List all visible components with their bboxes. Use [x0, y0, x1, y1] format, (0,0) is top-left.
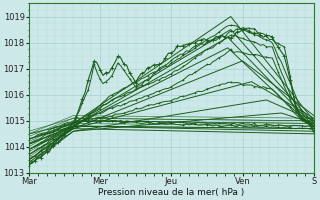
X-axis label: Pression niveau de la mer( hPa ): Pression niveau de la mer( hPa ): [98, 188, 244, 197]
